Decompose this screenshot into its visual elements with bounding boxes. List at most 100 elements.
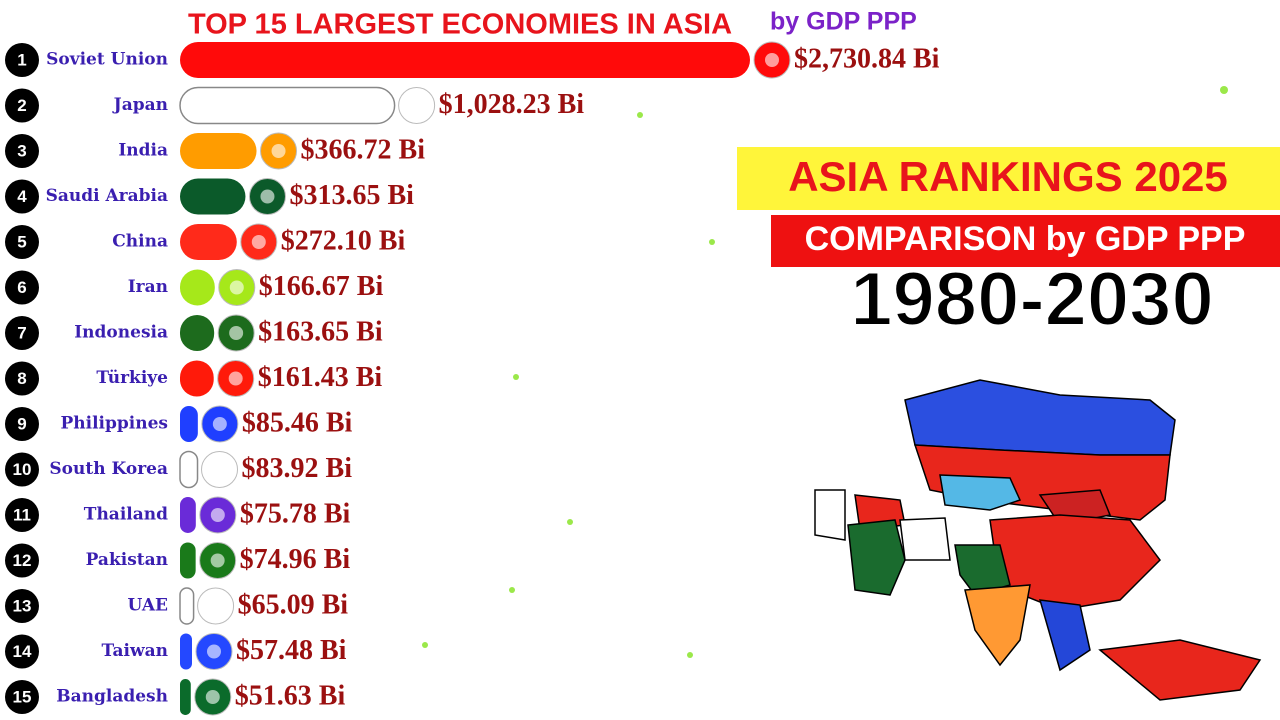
- bar: [180, 42, 750, 78]
- category-label: UAE: [128, 596, 168, 616]
- flag-emblem: [206, 644, 221, 659]
- flag-emblem: [409, 98, 424, 113]
- category-label: Türkiye: [96, 368, 168, 388]
- bar: [180, 406, 198, 442]
- value-label: $272.10 Bi: [281, 225, 406, 256]
- flag-emblem: [212, 462, 227, 477]
- bar: [180, 497, 196, 533]
- rank: 5: [17, 232, 26, 251]
- rank: 15: [13, 687, 32, 706]
- rank: 11: [13, 505, 31, 524]
- category-label: China: [112, 232, 168, 252]
- rank-badge: [5, 543, 39, 578]
- category-label: Soviet Union: [46, 50, 168, 70]
- value-label: $163.65 Bi: [258, 316, 383, 347]
- value-label: $85.46 Bi: [242, 407, 353, 438]
- bar: [180, 542, 196, 579]
- category-label: Saudi Arabia: [46, 186, 168, 206]
- flag-emblem: [229, 326, 244, 340]
- flag-emblem: [210, 553, 225, 568]
- banner-box: [737, 147, 1280, 210]
- period: 1980-2030: [850, 257, 1213, 342]
- rank-badge: [5, 134, 39, 168]
- rank: 8: [17, 369, 26, 388]
- bar: [180, 269, 215, 306]
- asia-map: [814, 379, 1262, 701]
- value-label: $161.43 Bi: [258, 362, 383, 393]
- rank-badge: [5, 316, 39, 350]
- chart-subtitle: by GDP PPP: [770, 8, 917, 36]
- rows: 1 Soviet Union $2,730.84 Bi 2 Japan $1,028.23…: [5, 41, 940, 716]
- flag-emblem: [228, 371, 243, 386]
- banner-subtitle-box: [771, 215, 1280, 267]
- banner: ASIA RANKINGS 2025: [788, 153, 1228, 200]
- flag-emblem: [229, 280, 244, 295]
- rank-badge: [5, 43, 39, 77]
- rank-badge: [5, 680, 39, 714]
- chart-title: TOP 15 LARGEST ECONOMIES IN ASIA: [188, 9, 732, 41]
- rank: 14: [13, 642, 32, 661]
- banner-subtitle: COMPARISON by GDP PPP: [805, 220, 1246, 258]
- flag-emblem: [205, 690, 220, 704]
- category-label: South Korea: [49, 459, 168, 479]
- rank-badge: [5, 88, 39, 123]
- value-label: $75.78 Bi: [240, 498, 351, 529]
- bar: [180, 679, 191, 715]
- category-label: Taiwan: [101, 641, 168, 661]
- bar: [180, 178, 246, 215]
- rank-badge: [5, 498, 39, 532]
- flag-emblem: [260, 189, 275, 204]
- rank-badge: [5, 361, 39, 396]
- value-label: $65.09 Bi: [238, 589, 349, 620]
- rank: 7: [17, 323, 26, 342]
- bar: [179, 450, 199, 489]
- category-label: Japan: [112, 95, 168, 115]
- bar: [179, 86, 396, 125]
- bar: [180, 224, 237, 260]
- value-label: $366.72 Bi: [301, 134, 426, 165]
- bar: [180, 360, 214, 397]
- value-label: $166.67 Bi: [259, 271, 384, 302]
- value-label: $2,730.84 Bi: [794, 43, 940, 74]
- bar: [180, 133, 257, 169]
- rank: 13: [13, 596, 32, 615]
- rank: 4: [17, 187, 27, 206]
- bar: [180, 315, 215, 351]
- rank-badge: [5, 407, 39, 441]
- rank-badge: [5, 225, 39, 259]
- value-label: $57.48 Bi: [236, 635, 347, 666]
- rank: 9: [17, 414, 26, 433]
- rank-badge: [5, 179, 39, 214]
- rank: 12: [13, 551, 32, 570]
- category-label: Bangladesh: [56, 687, 168, 707]
- flag-emblem: [212, 417, 227, 431]
- value-label: $1,028.23 Bi: [439, 89, 585, 120]
- category-label: Philippines: [61, 414, 169, 434]
- value-label: $313.65 Bi: [289, 180, 414, 211]
- category-label: Thailand: [84, 505, 168, 525]
- category-label: India: [118, 141, 168, 161]
- value-label: $83.92 Bi: [242, 453, 353, 484]
- category-label: Indonesia: [74, 323, 168, 343]
- flag-emblem: [210, 508, 225, 522]
- rank-badge: [5, 270, 39, 305]
- rank: 6: [17, 278, 26, 297]
- flag-emblem: [251, 235, 266, 249]
- value-label: $51.63 Bi: [235, 680, 346, 711]
- flag-emblem: [208, 599, 223, 613]
- rank: 2: [17, 96, 26, 115]
- rank: 10: [13, 460, 32, 479]
- category-label: Iran: [128, 277, 168, 297]
- rank-badge: [5, 452, 39, 487]
- rank: 3: [17, 141, 26, 160]
- value-label: $74.96 Bi: [240, 544, 351, 575]
- rank-badge: [5, 634, 39, 669]
- flag-emblem: [271, 144, 286, 158]
- bar: [180, 633, 192, 670]
- flag-emblem: [765, 53, 779, 67]
- category-label: Pakistan: [86, 550, 168, 570]
- rank: 1: [17, 50, 26, 69]
- bar: [179, 587, 195, 625]
